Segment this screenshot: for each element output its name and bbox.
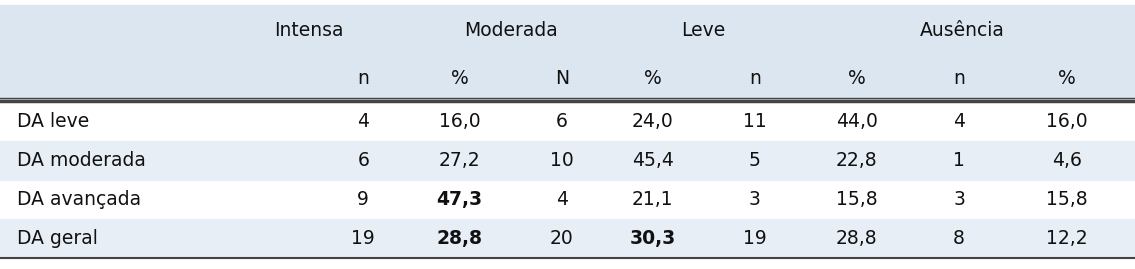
- Text: 11: 11: [743, 112, 766, 130]
- Text: 21,1: 21,1: [632, 190, 673, 209]
- Text: Leve: Leve: [682, 21, 725, 40]
- Text: DA leve: DA leve: [17, 112, 90, 130]
- Text: 27,2: 27,2: [439, 151, 480, 170]
- Text: 1: 1: [953, 151, 965, 170]
- Text: %: %: [1058, 69, 1076, 89]
- Text: 19: 19: [352, 229, 375, 248]
- Text: 3: 3: [953, 190, 965, 209]
- Text: 15,8: 15,8: [1046, 190, 1087, 209]
- Text: 19: 19: [743, 229, 766, 248]
- Text: 20: 20: [550, 229, 573, 248]
- Text: 3: 3: [749, 190, 760, 209]
- Text: 15,8: 15,8: [836, 190, 877, 209]
- Text: 47,3: 47,3: [437, 190, 482, 209]
- Text: %: %: [644, 69, 662, 89]
- Text: Intensa: Intensa: [274, 21, 344, 40]
- Text: 30,3: 30,3: [630, 229, 675, 248]
- Text: 4: 4: [556, 190, 568, 209]
- Text: 28,8: 28,8: [437, 229, 482, 248]
- Text: n: n: [953, 69, 965, 89]
- Text: Ausência: Ausência: [920, 21, 1004, 40]
- Text: 4,6: 4,6: [1052, 151, 1082, 170]
- Text: 6: 6: [358, 151, 369, 170]
- Text: 4: 4: [358, 112, 369, 130]
- Text: Moderada: Moderada: [464, 21, 557, 40]
- Text: 8: 8: [953, 229, 965, 248]
- Text: 45,4: 45,4: [632, 151, 673, 170]
- Text: 16,0: 16,0: [1046, 112, 1087, 130]
- Text: 12,2: 12,2: [1046, 229, 1087, 248]
- Bar: [0, 219, 1135, 258]
- Text: n: n: [749, 69, 760, 89]
- Text: %: %: [848, 69, 866, 89]
- Text: 22,8: 22,8: [836, 151, 877, 170]
- Text: DA geral: DA geral: [17, 229, 98, 248]
- Bar: [0, 141, 1135, 180]
- Text: 4: 4: [953, 112, 965, 130]
- Text: 5: 5: [749, 151, 760, 170]
- Text: 6: 6: [556, 112, 568, 130]
- Text: DA avançada: DA avançada: [17, 190, 141, 209]
- Text: DA moderada: DA moderada: [17, 151, 146, 170]
- Bar: [0, 5, 1135, 101]
- Text: 24,0: 24,0: [632, 112, 673, 130]
- Text: N: N: [555, 69, 569, 89]
- Text: 10: 10: [550, 151, 573, 170]
- Text: %: %: [451, 69, 469, 89]
- Text: 28,8: 28,8: [836, 229, 877, 248]
- Text: 9: 9: [358, 190, 369, 209]
- Text: 16,0: 16,0: [439, 112, 480, 130]
- Text: n: n: [358, 69, 369, 89]
- Text: 44,0: 44,0: [836, 112, 877, 130]
